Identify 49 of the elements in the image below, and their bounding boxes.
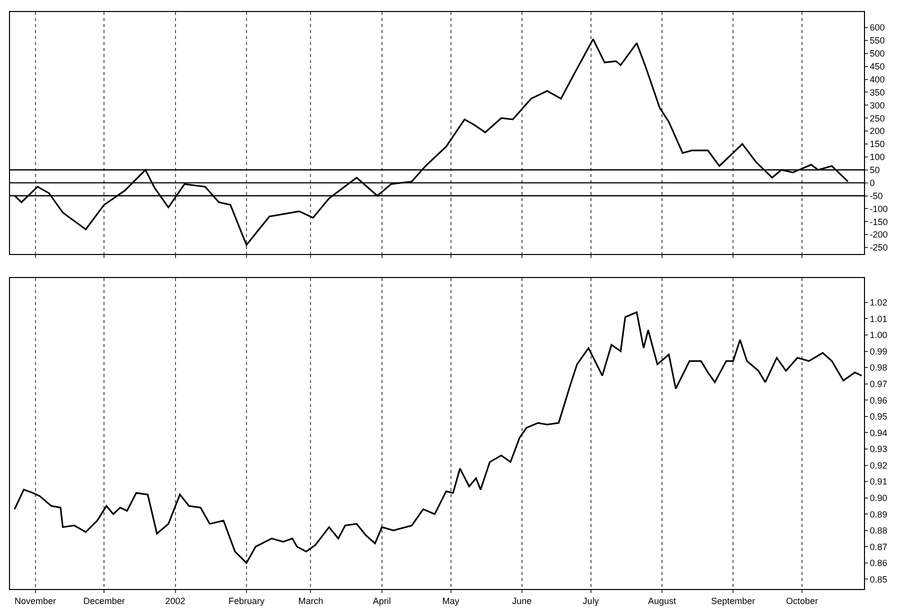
y-tick-label: 0.85 bbox=[870, 574, 888, 584]
y-tick-label: 0.97 bbox=[870, 378, 888, 389]
x-tick-label: April bbox=[372, 596, 391, 606]
y-tick-label: 150 bbox=[870, 139, 885, 150]
line-series bbox=[14, 311, 862, 564]
y-tick-label: 500 bbox=[870, 48, 885, 59]
y-tick-label: 0.87 bbox=[870, 542, 888, 552]
x-tick-label: June bbox=[512, 596, 532, 606]
y-tick-label: 0.90 bbox=[870, 492, 888, 503]
y-tick-label: 0 bbox=[870, 178, 875, 188]
y-tick-label: -250 bbox=[870, 242, 888, 253]
x-tick-label: March bbox=[298, 596, 324, 606]
x-tick-label: February bbox=[228, 596, 265, 606]
y-tick-label: 550 bbox=[870, 36, 885, 46]
y-tick-label: 0.98 bbox=[870, 362, 888, 373]
y-tick-label: 450 bbox=[870, 62, 885, 72]
y-tick-label: 0.95 bbox=[870, 412, 888, 422]
y-tick-label: -50 bbox=[870, 190, 883, 201]
y-tick-label: 250 bbox=[870, 113, 885, 124]
y-tick-label: 50 bbox=[870, 165, 880, 176]
y-tick-label: 1.00 bbox=[870, 330, 888, 340]
y-tick-label: 350 bbox=[870, 87, 885, 98]
y-tick-label: 100 bbox=[870, 152, 885, 162]
y-tick-label: 0.93 bbox=[870, 444, 888, 454]
y-tick-label: 0.94 bbox=[870, 428, 888, 438]
y-tick-label: 400 bbox=[870, 74, 885, 84]
y-tick-label: 0.96 bbox=[870, 395, 888, 406]
y-tick-label: 300 bbox=[870, 100, 885, 110]
y-tick-label: 1.02 bbox=[870, 298, 888, 308]
y-tick-label: 0.99 bbox=[870, 346, 888, 356]
y-tick-label: 600 bbox=[870, 22, 885, 33]
y-tick-label: -100 bbox=[870, 204, 888, 214]
y-tick-label: 0.92 bbox=[870, 460, 888, 470]
y-tick-label: 0.86 bbox=[870, 558, 888, 568]
x-tick-label: July bbox=[582, 596, 600, 606]
x-tick-label: 2002 bbox=[165, 596, 186, 606]
y-tick-label: -150 bbox=[870, 216, 888, 227]
x-tick-label: September bbox=[711, 596, 756, 606]
x-tick-label: December bbox=[83, 596, 125, 606]
x-tick-label: August bbox=[648, 596, 676, 606]
y-tick-label: -200 bbox=[870, 230, 888, 240]
y-tick-label: 0.91 bbox=[870, 476, 888, 487]
y-tick-label: 200 bbox=[870, 126, 885, 136]
x-tick-label: October bbox=[786, 596, 818, 606]
y-tick-label: 0.89 bbox=[870, 509, 888, 520]
x-tick-label: November bbox=[14, 596, 56, 606]
y-tick-label: 0.88 bbox=[870, 526, 888, 536]
y-tick-label: 1.01 bbox=[870, 314, 888, 324]
x-tick-label: May bbox=[442, 596, 460, 606]
